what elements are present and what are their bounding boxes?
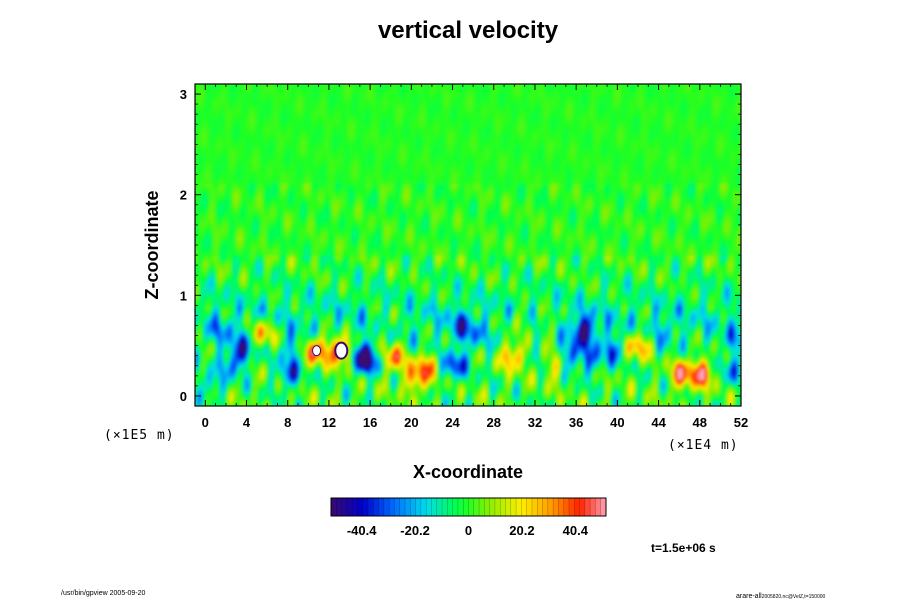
x-tick-label: 12 [322, 415, 336, 430]
colorbar-cell [531, 498, 538, 516]
colorbar-cell [336, 498, 342, 516]
x-tick-label: 40 [610, 415, 624, 430]
colorbar-cell [341, 498, 348, 516]
colorbar-cell [389, 498, 395, 516]
x-tick-label: 32 [528, 415, 542, 430]
colorbar-cell [463, 498, 469, 516]
colorbar-tick-label: 40.4 [563, 523, 589, 538]
colorbar-cell [542, 498, 549, 516]
colorbar-cell [479, 498, 485, 516]
x-tick-label: 24 [445, 415, 460, 430]
colorbar-tick-label: -20.2 [400, 523, 430, 538]
y-tick-label: 1 [180, 288, 187, 303]
colorbar-cell [595, 498, 602, 516]
colorbar: -40.4 -20.2 0 20.2 40.4 [330, 497, 607, 538]
y-tick-label: 0 [180, 389, 187, 404]
colorbar-tick-label: 0 [465, 523, 472, 538]
colorbar-cell [484, 498, 490, 516]
colorbar-cell [420, 498, 427, 516]
colorbar-cell [473, 498, 480, 516]
velocity-field-image [195, 84, 741, 406]
plot-area [194, 83, 742, 407]
colorbar-cell [494, 498, 501, 516]
colorbar-cell [352, 498, 358, 516]
colorbar-cells [330, 498, 607, 516]
colorbar-cell [357, 498, 364, 516]
colorbar-cell [447, 498, 453, 516]
colorbar-cell [378, 498, 385, 516]
colorbar-cell [526, 498, 533, 516]
colorbar-cell [410, 498, 416, 516]
x-tick-label: 8 [284, 415, 291, 430]
colorbar-cell [457, 498, 464, 516]
colorbar-cell [431, 498, 438, 516]
colorbar-cell [547, 498, 554, 516]
saturated-core-mark [312, 345, 322, 357]
y-axis-ticks: 0 1 2 3 [180, 87, 741, 404]
x-tick-label: 28 [487, 415, 501, 430]
feature-marks [312, 341, 349, 360]
x-tick-label: 36 [569, 415, 583, 430]
colorbar-cell [600, 498, 607, 516]
colorbar-cell [553, 498, 559, 516]
x-tick-label: 52 [734, 415, 748, 430]
colorbar-cell [537, 498, 543, 516]
x-tick-label: 0 [202, 415, 209, 430]
colorbar-cell [383, 498, 390, 516]
colorbar-cell [373, 498, 379, 516]
colorbar-cell [563, 498, 570, 516]
colorbar-cell [510, 498, 517, 516]
colorbar-cell [452, 498, 459, 516]
colorbar-cell [568, 498, 575, 516]
x-tick-label: 20 [404, 415, 418, 430]
y-axis-label: Z-coordinate [142, 190, 162, 299]
colorbar-cell [331, 498, 337, 516]
colorbar-cell [362, 498, 369, 516]
y-unit-label: (×1E5 m) [104, 428, 175, 443]
colorbar-cell [505, 498, 512, 516]
colorbar-cell [442, 498, 448, 516]
colorbar-cell [368, 498, 374, 516]
colorbar-cell [415, 498, 422, 516]
footer-source-main: arare-all [736, 593, 762, 600]
y-tick-label: 3 [180, 87, 187, 102]
x-tick-label: 44 [651, 415, 666, 430]
colorbar-cell [489, 498, 496, 516]
x-tick-label: 16 [363, 415, 377, 430]
saturated-core-mark [334, 341, 349, 360]
footer-source-sub: 2005820.nc@VelZ,t=150000 [762, 594, 826, 600]
footer-command: /usr/bin/gpview 2005-09-20 [61, 590, 146, 597]
x-axis-ticks: 0 4 8 12 16 20 24 28 32 36 40 44 48 52 [194, 84, 748, 430]
colorbar-cell [436, 498, 443, 516]
x-axis-label: X-coordinate [413, 462, 523, 482]
colorbar-cell [579, 498, 586, 516]
colorbar-cell [558, 498, 564, 516]
colorbar-cell [346, 498, 353, 516]
colorbar-cell [426, 498, 432, 516]
footer-source: arare-all2005820.nc@VelZ,t=150000 [736, 593, 826, 600]
x-tick-label: 4 [243, 415, 251, 430]
x-tick-label: 48 [693, 415, 707, 430]
colorbar-cell [590, 498, 596, 516]
time-label: t=1.5e+06 s [651, 541, 716, 555]
x-unit-label: (×1E4 m) [668, 438, 739, 453]
colorbar-cell [516, 498, 522, 516]
colorbar-tick-label: 20.2 [509, 523, 534, 538]
chart-title: vertical velocity [378, 17, 559, 44]
colorbar-ticks: -40.4 -20.2 0 20.2 40.4 [347, 523, 589, 538]
y-tick-label: 2 [180, 188, 187, 203]
colorbar-tick-label: -40.4 [347, 523, 377, 538]
colorbar-cell [574, 498, 580, 516]
colorbar-cell [500, 498, 506, 516]
colorbar-cell [405, 498, 411, 516]
colorbar-frame [330, 497, 607, 517]
colorbar-cell [521, 498, 527, 516]
colorbar-cell [399, 498, 406, 516]
colorbar-cell [584, 498, 591, 516]
colorbar-cell [394, 498, 401, 516]
colorbar-cell [468, 498, 475, 516]
